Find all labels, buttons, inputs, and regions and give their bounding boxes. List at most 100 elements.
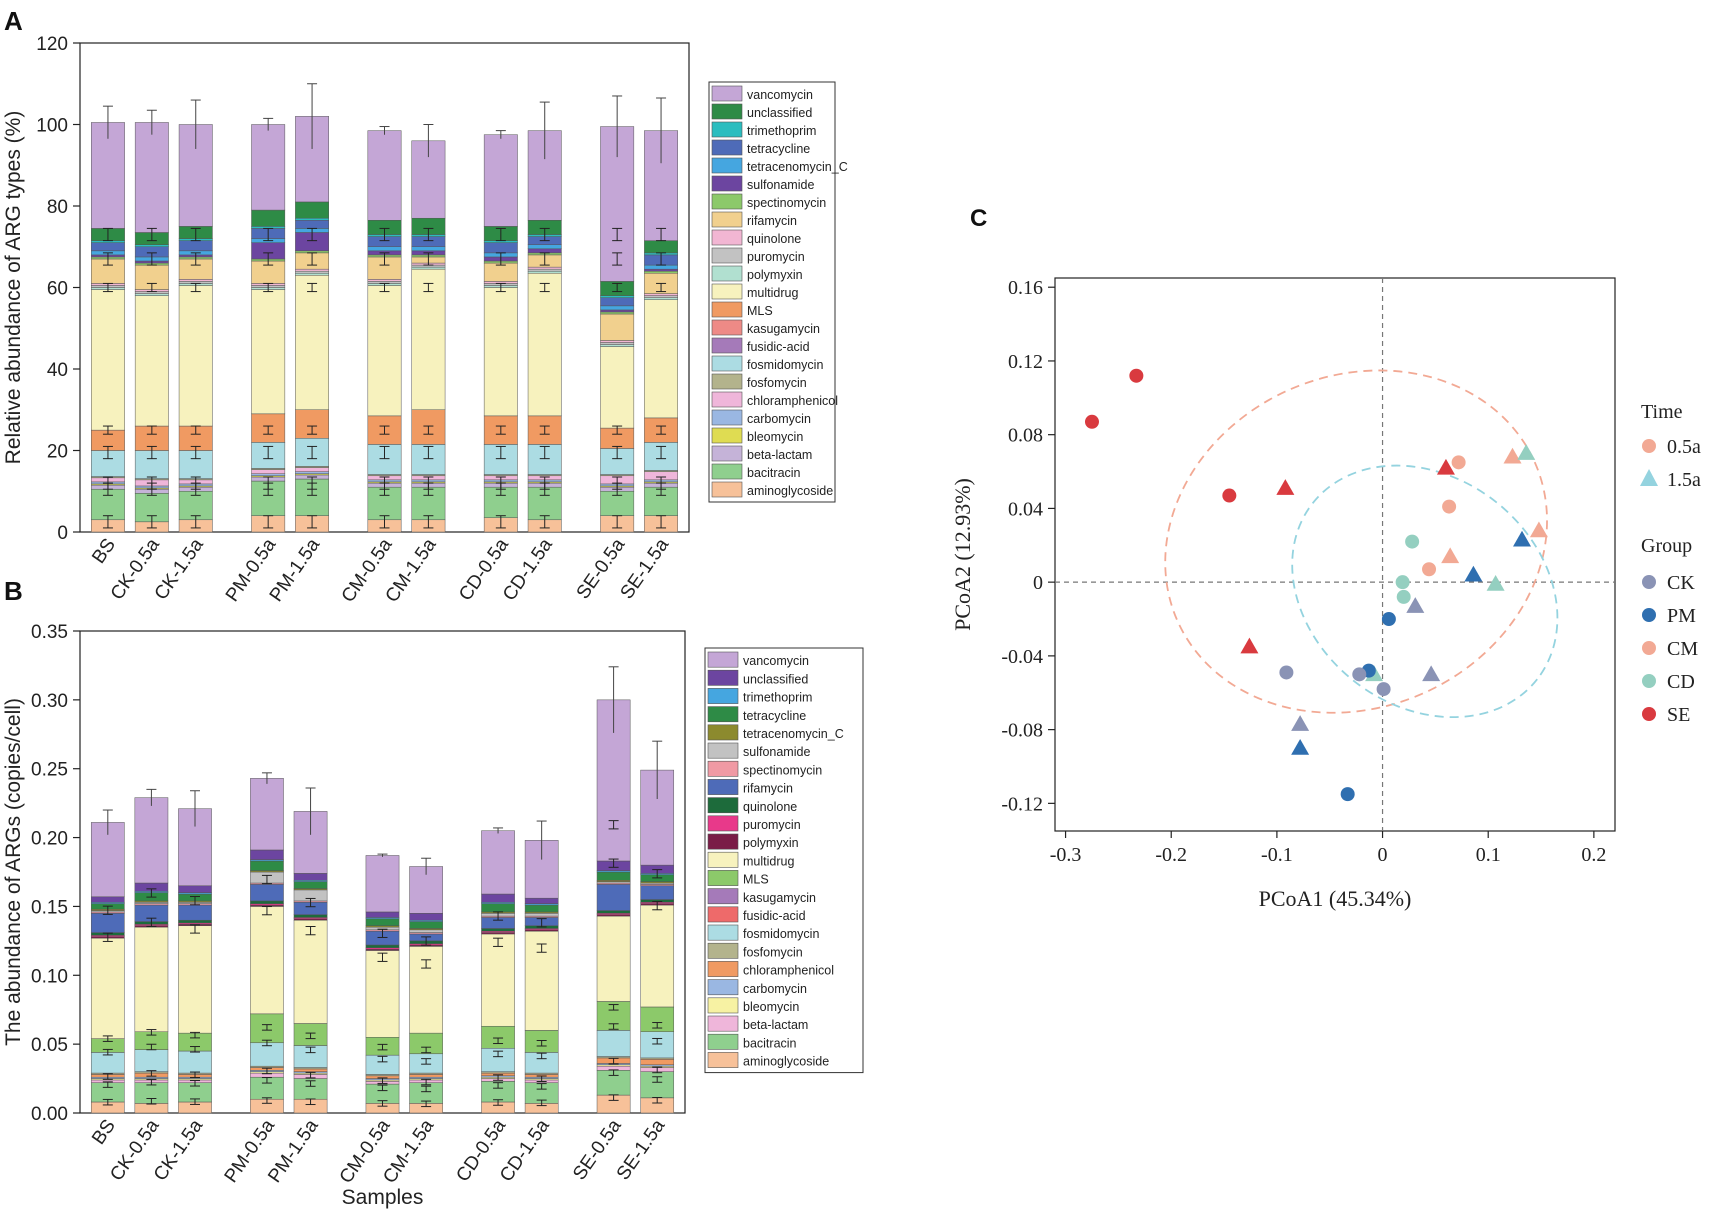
chart-a-bar-segment-chloramphenicol [295, 467, 330, 472]
chart-b-bar-segment-fosmidomycin [90, 1052, 125, 1074]
chart-b-bar-segment-tetracycline [250, 860, 284, 871]
chart-a-legend-label-aminoglycoside: aminoglycoside [747, 484, 833, 498]
chart-c-legend-time-triangle-icon [1640, 469, 1658, 486]
chart-a-bar-segment-carbomycin [251, 473, 286, 477]
chart-b-legend-label-tetracycline: tetracycline [743, 709, 806, 723]
chart-a-legend-swatch-bacitracin [711, 463, 743, 480]
chart-b-bar-segment-sulfonamide [409, 929, 443, 933]
chart-b-legend-swatch-carbomycin [707, 979, 739, 996]
chart-c-point-ck-triangle [1291, 715, 1310, 731]
chart-b-bar-segment-chloramphenicol [640, 1059, 675, 1066]
chart-b-legend-label-kasugamycin: kasugamycin [743, 891, 816, 905]
chart-a-bar-segment-sulfonamide [600, 309, 635, 313]
chart-c-point-cm-triangle [1441, 547, 1460, 564]
chart-a-legend-label-polymyxin: polymyxin [747, 268, 803, 282]
chart-b-ytick-label: 0.35 [31, 622, 68, 643]
chart-b-bar-segment-multidrug [596, 915, 631, 1002]
chart-c-legend-group-pm-icon [1642, 608, 1656, 622]
chart-a-bar-segment-puromycin [600, 342, 635, 345]
chart-c-point-cm-circle [1451, 455, 1466, 470]
chart-c-x-axis-title: PCoA1 (45.34%) [1259, 886, 1412, 911]
chart-b-legend-swatch-beta-lactam [707, 1015, 739, 1032]
chart-c-point-se-triangle [1276, 479, 1295, 495]
chart-b-bar-segment-tetracycline [365, 918, 400, 926]
chart-b-legend-swatch-multidrug [707, 851, 739, 868]
chart-b-legend-swatch-vancomycin [707, 651, 739, 668]
chart-b-legend-swatch-polymyxin [707, 833, 739, 850]
chart-a-xtick-label: BS [88, 535, 120, 568]
chart-a-legend-label-mls: MLS [747, 304, 773, 318]
chart-a-bar-segment-tetracycline [178, 240, 213, 252]
chart-a-legend-label-tetracycline: tetracycline [747, 142, 810, 156]
chart-a-bar-segment-quinolone [527, 266, 562, 270]
chart-c-point-cd-triangle [1486, 574, 1505, 591]
chart-c-plot-frame [1054, 277, 1616, 832]
chart-b-bar-segment-quinolone [250, 900, 284, 904]
chart-a-legend-label-chloramphenicol: chloramphenicol [747, 394, 838, 408]
chart-c-point-se-circle [1222, 488, 1237, 503]
chart-c-point-cd-triangle [1517, 444, 1536, 460]
chart-b-bar-segment-chloramphenicol [293, 1068, 328, 1072]
chart-a-bar-segment-spectinomycin [644, 270, 678, 274]
chart-a-legend-label-bleomycin: bleomycin [747, 430, 803, 444]
chart-c-point-cd-circle [1395, 575, 1410, 590]
chart-b-legend-label-tetracenomycin-c: tetracenomycin_C [743, 727, 844, 741]
chart-a-bar-segment-multidrug [600, 346, 635, 429]
chart-b-legend-label-vancomycin: vancomycin [743, 654, 809, 668]
chart-c-point-se-circle [1084, 414, 1099, 429]
chart-b-legend-label-mls: MLS [743, 873, 769, 887]
chart-a-bar-segment-tetracycline [91, 242, 125, 252]
chart-c-legend-group-pm-label: PM [1667, 605, 1696, 627]
panel-label-c: C [970, 205, 987, 232]
chart-b-bar-segment-vancomycin [134, 797, 169, 884]
chart-b-legend-label-sulfonamide: sulfonamide [743, 745, 810, 759]
chart-a-ytick-label: 0 [57, 523, 68, 544]
chart-a-bar-segment-tetracenomycin-c [411, 246, 446, 252]
chart-a-bar-segment-multidrug [134, 295, 169, 427]
chart-a-bar-segment-polymyxin [295, 272, 330, 276]
chart-c-y-axis-title: PCoA2 (12.93%) [950, 478, 975, 631]
chart-b-legend-label-puromycin: puromycin [743, 818, 801, 832]
chart-a-bar-segment-puromycin [527, 268, 562, 272]
chart-b-legend-swatch-bleomycin [707, 997, 739, 1014]
chart-c-point-ck-triangle [1422, 665, 1441, 682]
chart-a-legend-swatch-kasugamycin [711, 319, 743, 336]
chart-a-bar-segment-multidrug [367, 285, 402, 417]
chart-a-bar-segment-tetracenomycin-c [600, 305, 635, 311]
chart-b-legend-label-fosfomycin: fosfomycin [743, 945, 803, 959]
chart-c-point-pm-triangle [1464, 565, 1483, 582]
chart-b-legend-label-rifamycin: rifamycin [743, 782, 793, 796]
chart-b-ytick-label: 0.30 [31, 691, 68, 712]
chart-a-bar-segment-tetracenomycin-c [367, 246, 402, 252]
chart-a-legend-swatch-quinolone [711, 229, 743, 246]
chart-a-bar-segment-quinolone [367, 279, 402, 282]
chart-b-bar-segment-rifamycin [178, 904, 212, 921]
chart-b-ytick-label: 0.25 [31, 760, 68, 781]
chart-c-point-cd-circle [1396, 589, 1411, 604]
chart-c-point-pm-triangle [1513, 530, 1532, 547]
chart-a-bar-segment-vancomycin [91, 122, 125, 229]
chart-a-ytick-label: 60 [47, 279, 68, 300]
chart-c-point-cd-circle [1405, 534, 1420, 549]
chart-b-legend-swatch-chloramphenicol [707, 961, 739, 977]
chart-b-bar-segment-fosmidomycin [134, 1049, 169, 1072]
chart-c-point-se-triangle [1240, 637, 1259, 654]
chart-c-ytick-label: 0.16 [1008, 277, 1043, 299]
chart-a-bar-segment-chloramphenicol [251, 469, 286, 474]
chart-b-bar-segment-unclassified [409, 913, 443, 921]
chart-a-legend-swatch-rifamycin [711, 211, 743, 228]
chart-a-legend-label-bacitracin: bacitracin [747, 466, 801, 480]
chart-b-bar-segment-vancomycin [365, 855, 400, 913]
chart-a-legend-swatch-mls [711, 301, 743, 318]
chart-b-legend-label-fusidic-acid: fusidic-acid [743, 909, 806, 923]
chart-b-bar-segment-rifamycin [596, 884, 631, 911]
chart-a-bar-segment-tetracenomycin-c [644, 264, 678, 270]
chart-c-point-cm-triangle [1503, 447, 1522, 464]
chart-c-point-ck-circle [1279, 665, 1294, 680]
chart-a-legend-swatch-unclassified [711, 103, 743, 120]
chart-a-bar-segment-unclassified [644, 240, 678, 254]
chart-b-legend-label-quinolone: quinolone [743, 800, 797, 814]
chart-a-bar-segment-puromycin [295, 270, 330, 274]
chart-a-legend-label-rifamycin: rifamycin [747, 214, 797, 228]
chart-a-legend-swatch-fosmidomycin [711, 355, 743, 372]
